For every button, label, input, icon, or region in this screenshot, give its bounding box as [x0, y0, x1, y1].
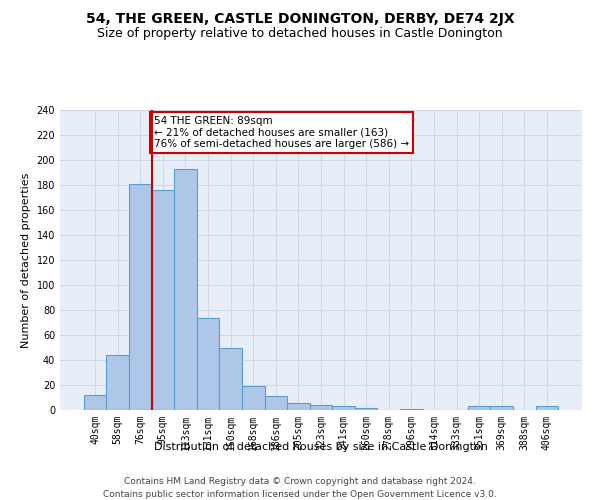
Bar — [152, 190, 174, 410]
Bar — [106, 355, 129, 410]
Bar — [242, 386, 265, 410]
Text: Distribution of detached houses by size in Castle Donington: Distribution of detached houses by size … — [154, 442, 488, 452]
Bar — [84, 395, 106, 410]
Bar — [536, 406, 558, 410]
Y-axis label: Number of detached properties: Number of detached properties — [21, 172, 31, 348]
Bar — [265, 396, 287, 410]
Text: Contains HM Land Registry data © Crown copyright and database right 2024.
Contai: Contains HM Land Registry data © Crown c… — [103, 478, 497, 499]
Bar — [197, 318, 220, 410]
Bar — [332, 406, 355, 410]
Bar — [355, 408, 377, 410]
Bar — [468, 406, 490, 410]
Text: 54, THE GREEN, CASTLE DONINGTON, DERBY, DE74 2JX: 54, THE GREEN, CASTLE DONINGTON, DERBY, … — [86, 12, 514, 26]
Text: Size of property relative to detached houses in Castle Donington: Size of property relative to detached ho… — [97, 28, 503, 40]
Bar — [287, 402, 310, 410]
Bar — [174, 169, 197, 410]
Bar — [220, 348, 242, 410]
Text: 54 THE GREEN: 89sqm
← 21% of detached houses are smaller (163)
76% of semi-detac: 54 THE GREEN: 89sqm ← 21% of detached ho… — [154, 116, 409, 149]
Bar — [490, 406, 513, 410]
Bar — [310, 405, 332, 410]
Bar — [400, 409, 422, 410]
Bar — [129, 184, 152, 410]
